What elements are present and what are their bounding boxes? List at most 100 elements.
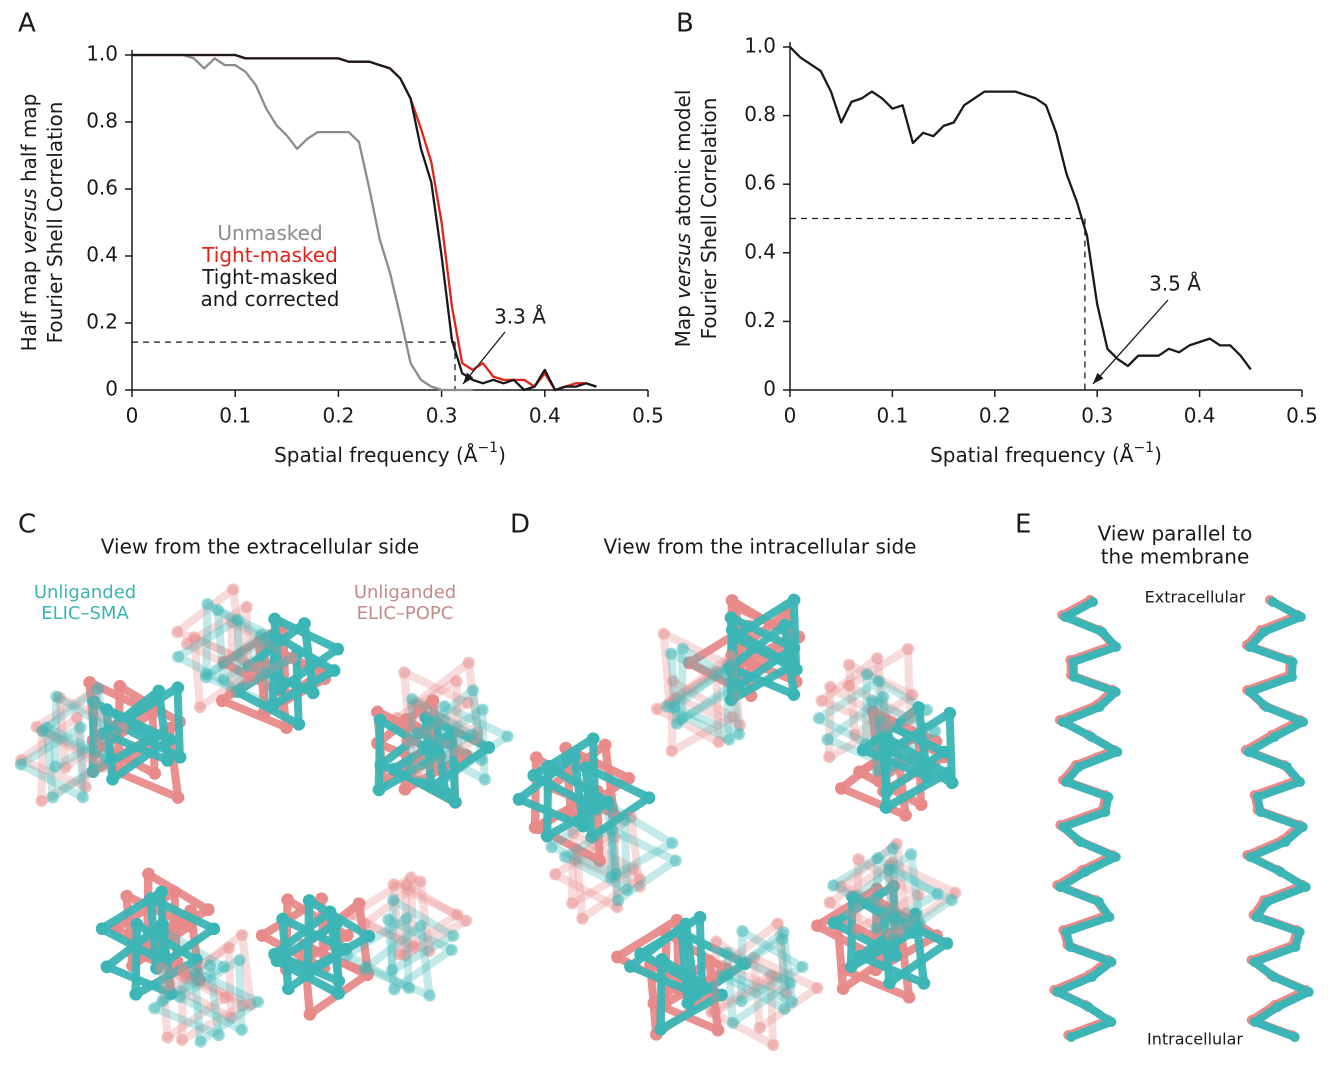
atom xyxy=(725,611,737,623)
x-tick-label: 0.3 xyxy=(426,404,458,428)
atom xyxy=(815,695,827,707)
atom xyxy=(880,801,892,813)
atom xyxy=(528,769,540,781)
atom xyxy=(1273,1002,1283,1012)
atom xyxy=(1103,792,1113,802)
atom xyxy=(467,684,479,696)
atom xyxy=(149,768,161,780)
atom xyxy=(423,990,435,1002)
atom xyxy=(1087,972,1097,982)
annotation: 3.5 Å xyxy=(1149,272,1201,296)
atom xyxy=(51,690,63,702)
atom xyxy=(1301,882,1311,892)
y-tick-label: 0.8 xyxy=(86,109,118,133)
atom xyxy=(725,659,737,671)
atom xyxy=(1298,822,1308,832)
atom xyxy=(1061,777,1071,787)
panel-label: A xyxy=(18,9,36,39)
atom xyxy=(1086,732,1096,742)
atom xyxy=(549,868,561,880)
atom xyxy=(1055,882,1065,892)
atom xyxy=(451,909,463,921)
atom xyxy=(658,628,670,640)
atom xyxy=(1104,912,1114,922)
atom xyxy=(903,992,915,1004)
atom xyxy=(905,848,917,860)
atom xyxy=(1106,957,1116,967)
atom xyxy=(391,712,403,724)
atom xyxy=(851,923,863,935)
atom xyxy=(324,906,336,918)
y-tick-label: 0.4 xyxy=(86,243,118,267)
atom xyxy=(1066,1032,1076,1042)
x-label-part: −1 xyxy=(1133,440,1154,456)
atom xyxy=(202,904,214,916)
atom xyxy=(1245,852,1255,862)
atom xyxy=(688,988,700,1000)
atom xyxy=(286,652,298,664)
atom xyxy=(35,795,47,807)
atom xyxy=(303,894,315,906)
atom xyxy=(1060,612,1070,622)
atom xyxy=(282,983,294,995)
x-tick-label: 0.4 xyxy=(1184,404,1216,428)
atom xyxy=(156,886,168,898)
y-axis-label: Fourier Shell Correlation xyxy=(43,102,67,344)
helix-end-label: Intracellular xyxy=(1147,1030,1243,1049)
atom xyxy=(373,784,385,796)
atom xyxy=(332,643,344,655)
panel-title: the membrane xyxy=(1101,545,1250,569)
helix-trace xyxy=(1249,602,1309,1037)
atom xyxy=(1295,777,1305,787)
atom xyxy=(1111,642,1121,652)
atom xyxy=(1270,732,1280,742)
x-label-part: −1 xyxy=(477,440,498,456)
x-axis-label: Spatial frequency (Å−1) xyxy=(274,440,506,467)
atom xyxy=(1100,807,1110,817)
legend: UnmaskedTight-maskedTight-masked and cor… xyxy=(155,222,385,310)
atom xyxy=(307,687,319,699)
atom xyxy=(268,948,280,960)
x-axis-label: Spatial frequency (Å−1) xyxy=(930,440,1162,467)
y-axis-label: Map versus atomic model xyxy=(671,90,695,348)
atom xyxy=(1244,747,1254,757)
atom xyxy=(835,782,847,794)
atom xyxy=(256,629,268,641)
fsc-line xyxy=(790,47,1251,369)
atom xyxy=(275,635,287,647)
atom xyxy=(754,1022,766,1034)
atom xyxy=(235,1024,247,1036)
y-label-part: versus xyxy=(671,233,695,299)
atom xyxy=(96,922,108,934)
atom xyxy=(513,793,525,805)
helix-bundle xyxy=(391,657,514,786)
panel-label: E xyxy=(1015,510,1031,540)
annotation-arrow xyxy=(1093,300,1168,384)
figure: A00.20.40.60.81.000.10.20.30.40.5Spatial… xyxy=(0,0,1338,1065)
helix-side-view xyxy=(1241,595,1314,1042)
atom xyxy=(903,643,915,655)
x-tick-label: 0.5 xyxy=(1286,404,1318,428)
atom xyxy=(405,763,417,775)
atom xyxy=(1076,837,1086,847)
atom xyxy=(501,731,513,743)
atom xyxy=(532,821,544,833)
atom xyxy=(1097,627,1107,637)
atom xyxy=(129,988,141,1000)
atom xyxy=(1068,657,1078,667)
atom xyxy=(161,1031,173,1043)
atom xyxy=(1052,987,1062,997)
atom xyxy=(406,693,418,705)
atom xyxy=(921,704,933,716)
atom xyxy=(174,752,186,764)
atom xyxy=(665,647,677,659)
atom xyxy=(304,1008,316,1020)
atom xyxy=(778,926,790,938)
atom xyxy=(388,878,400,890)
atom xyxy=(654,1023,666,1035)
atom xyxy=(899,810,911,822)
atom xyxy=(619,814,631,826)
figure-canvas: A00.20.40.60.81.000.10.20.30.40.5Spatial… xyxy=(0,0,1338,1065)
atom xyxy=(15,758,27,770)
atom xyxy=(1282,762,1292,772)
